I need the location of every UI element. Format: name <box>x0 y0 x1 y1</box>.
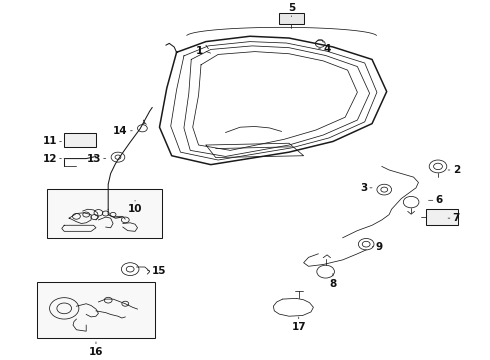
Text: 1: 1 <box>196 45 203 55</box>
Text: 16: 16 <box>89 347 103 356</box>
Text: 8: 8 <box>329 279 337 289</box>
Text: 12: 12 <box>42 154 57 163</box>
Bar <box>37 282 155 338</box>
Text: 14: 14 <box>113 126 128 136</box>
Text: 4: 4 <box>323 44 331 54</box>
Bar <box>64 133 96 147</box>
Text: 11: 11 <box>42 136 57 147</box>
Bar <box>279 13 304 24</box>
Text: 9: 9 <box>376 242 383 252</box>
Text: 3: 3 <box>360 183 367 193</box>
Text: 13: 13 <box>86 154 101 163</box>
Text: 7: 7 <box>453 213 460 223</box>
Text: 6: 6 <box>436 195 443 205</box>
Text: 2: 2 <box>453 165 460 175</box>
Text: 17: 17 <box>292 321 306 332</box>
Bar <box>47 189 162 238</box>
Text: 10: 10 <box>128 204 142 214</box>
Bar <box>426 209 458 225</box>
Text: 5: 5 <box>288 3 295 13</box>
Text: 15: 15 <box>152 266 167 275</box>
